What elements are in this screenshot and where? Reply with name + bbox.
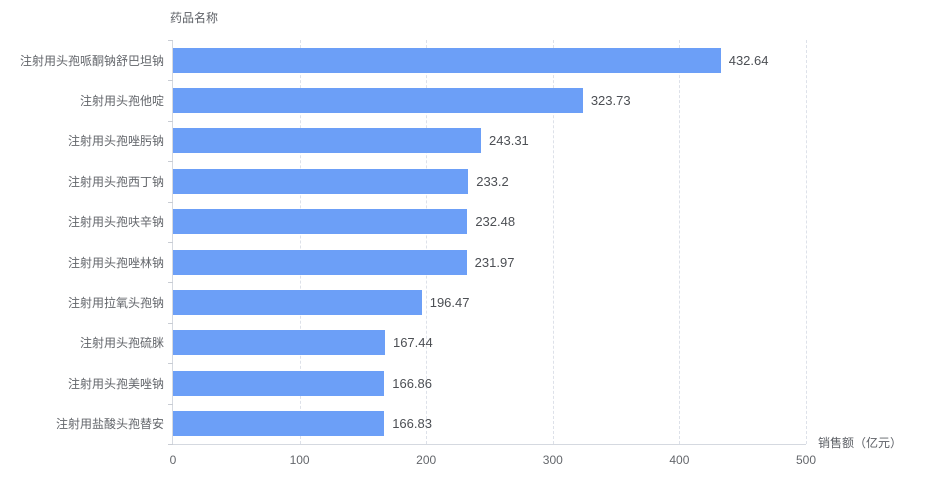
category-label: 注射用拉氧头孢钠 (67, 296, 164, 311)
bar-row: 注射用头孢他啶 323.73 (80, 80, 806, 120)
value-label: 167.44 (392, 335, 433, 351)
bar[interactable] (173, 47, 721, 73)
bar-row: 注射用头孢西丁钠 233.2 (68, 161, 806, 201)
bar-row: 注射用盐酸头孢替安 166.83 (56, 404, 806, 444)
bar-row: 注射用头孢硫脒 167.44 (80, 323, 806, 363)
category-label: 注射用头孢西丁钠 (67, 174, 164, 189)
category-label: 注射用头孢硫脒 (79, 336, 164, 351)
gridline (679, 40, 681, 444)
bar[interactable] (173, 330, 385, 356)
bar[interactable] (173, 290, 422, 316)
bar-row: 注射用头孢哌酮钠舒巴坦钠 432.64 (20, 40, 806, 80)
bar[interactable] (173, 88, 583, 114)
y-axis-tick (168, 322, 173, 324)
bar-row: 注射用头孢唑肟钠 243.31 (68, 121, 806, 161)
bar-row: 注射用拉氧头孢钠 196.47 (68, 282, 806, 322)
bar[interactable] (173, 128, 482, 154)
bar-row: 注射用头孢唑林钠 231.97 (68, 242, 806, 282)
bar-row: 注射用头孢美唑钠 166.86 (68, 363, 806, 403)
bar-row: 注射用头孢呋辛钠 232.48 (68, 202, 806, 242)
bar[interactable] (173, 168, 469, 194)
value-label: 432.64 (728, 52, 769, 68)
y-axis-title: 药品名称 (170, 11, 219, 25)
category-label: 注射用头孢呋辛钠 (67, 215, 164, 230)
y-axis-tick (168, 40, 173, 41)
bar[interactable] (173, 209, 468, 235)
category-label: 注射用头孢他啶 (79, 94, 164, 109)
gridline (299, 40, 301, 444)
value-label: 231.97 (474, 254, 515, 270)
category-label: 注射用盐酸头孢替安 (55, 417, 164, 432)
value-label: 243.31 (489, 133, 529, 149)
y-axis-tick (168, 242, 173, 243)
y-axis-tick (168, 120, 173, 122)
x-tick-label: 300 (542, 453, 563, 467)
x-tick-label: 200 (416, 453, 437, 467)
x-tick-label: 400 (669, 453, 690, 467)
bar[interactable] (173, 249, 467, 275)
value-label: 323.73 (590, 93, 631, 109)
x-tick-label: 100 (289, 453, 310, 467)
category-label: 注射用头孢唑肟钠 (67, 134, 164, 149)
y-axis-tick (168, 363, 173, 365)
y-axis-tick (168, 444, 173, 445)
x-axis-name: 销售额（亿元） (818, 436, 903, 451)
category-label: 注射用头孢哌酮钠舒巴坦钠 (19, 53, 164, 68)
plot-area: 销售额（亿元） 0 100 200 300 400 500 注射用头孢哌酮钠舒巴坦钠 432.… (20, 40, 902, 467)
value-label: 233.2 (476, 173, 509, 189)
y-axis-tick (168, 403, 173, 405)
y-axis-tick (168, 161, 173, 163)
gridline (806, 40, 807, 444)
category-label: 注射用头孢美唑钠 (67, 376, 164, 391)
bar[interactable] (173, 370, 385, 396)
x-tick-label: 0 (169, 453, 177, 467)
bar[interactable] (173, 411, 385, 437)
y-axis-tick (168, 201, 173, 203)
y-axis-tick (168, 80, 173, 82)
value-label: 166.86 (392, 375, 432, 391)
gridline (552, 40, 554, 444)
gridline (426, 40, 428, 444)
category-label: 注射用头孢唑林钠 (67, 255, 164, 270)
value-label: 196.47 (429, 295, 470, 311)
y-axis-tick (168, 282, 173, 284)
value-label: 232.48 (475, 214, 516, 230)
x-tick-label: 500 (795, 453, 817, 467)
value-label: 166.83 (392, 416, 432, 432)
